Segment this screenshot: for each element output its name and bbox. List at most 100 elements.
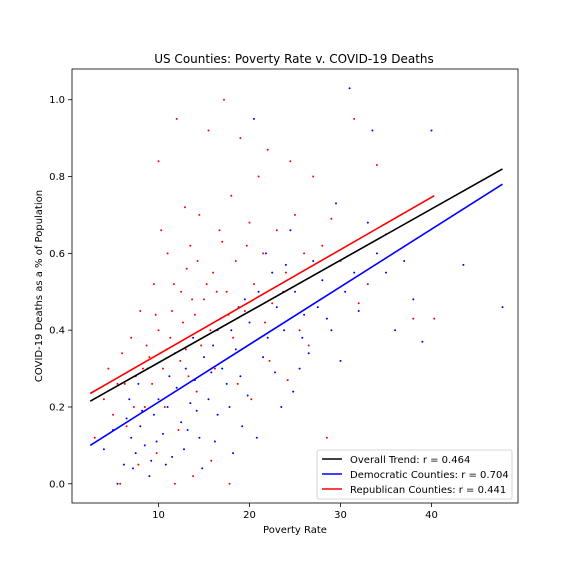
republican-point (152, 283, 155, 286)
republican-point (230, 194, 233, 197)
democratic-point (148, 475, 151, 478)
republican-point (215, 290, 218, 293)
democratic-point (102, 448, 105, 451)
democratic-point (394, 329, 397, 332)
democratic-point (150, 459, 153, 462)
overall-trend-line (89, 168, 503, 402)
republican-point (183, 206, 186, 209)
y-tick-label: 1.0 (49, 95, 65, 106)
democratic-point (210, 371, 213, 374)
republican-point (262, 252, 265, 255)
democratic-point (157, 398, 160, 401)
y-tick-label: 0.6 (49, 249, 65, 260)
democratic-point (412, 298, 415, 301)
republican-point (210, 459, 213, 462)
legend-entry-republican: Republican Counties: r = 0.441 (350, 485, 506, 496)
republican-point (189, 244, 192, 247)
democratic-point (203, 356, 205, 359)
republican-point (151, 382, 154, 385)
democratic-point (262, 356, 265, 359)
democratic-point (195, 409, 198, 412)
republican-point (155, 452, 158, 455)
democratic-point (330, 329, 333, 332)
democratic-point (243, 298, 246, 301)
republican-point (166, 252, 169, 255)
republican-point (139, 310, 142, 312)
republican-point (243, 310, 246, 312)
democratic-point (201, 467, 204, 470)
republican-point (200, 344, 203, 347)
republican-point (213, 367, 216, 370)
democratic-point (137, 382, 140, 385)
republican-point (268, 359, 271, 362)
republican-point (433, 317, 436, 320)
republican-point (107, 367, 110, 370)
democratic-point (284, 263, 287, 266)
republican-point (142, 367, 144, 370)
republican-point (175, 117, 178, 120)
republican-point (257, 175, 260, 178)
democratic-point (221, 367, 224, 370)
republican-point (193, 313, 196, 316)
republican-point (191, 298, 194, 301)
democratic-point (212, 344, 215, 347)
democratic-point (264, 252, 267, 255)
republican-point (196, 260, 199, 262)
legend-entry-overall: Overall Trend: r = 0.464 (350, 455, 470, 466)
democratic-point (271, 271, 274, 274)
republican-point (154, 313, 157, 316)
republican-point (119, 482, 122, 485)
democratic-point (152, 413, 155, 416)
republican-point (198, 213, 201, 216)
axis-ticks: 10 20 30 40 0.0 0.2 0.4 0.6 0.8 1.0 (49, 95, 438, 521)
republican-point (307, 344, 310, 347)
democratic-point (348, 87, 351, 90)
republican-point (187, 375, 190, 378)
republican-point (234, 260, 237, 262)
democratic-point (303, 313, 306, 316)
republican-point (312, 175, 315, 178)
x-tick-label: 10 (152, 510, 165, 521)
republican-point (221, 240, 224, 243)
democratic-point (266, 336, 269, 339)
democratic-point (312, 260, 315, 262)
democratic-point (357, 310, 360, 312)
republican-point (232, 336, 235, 339)
republican-point (330, 217, 333, 220)
democratic-point (130, 436, 133, 439)
republican-point (116, 382, 119, 385)
democratic-point (366, 221, 369, 224)
republican-point (321, 244, 324, 247)
x-axis-label: Poverty Rate (263, 525, 327, 536)
republican-point (357, 302, 360, 305)
republican-point (209, 329, 212, 332)
democratic-point (339, 359, 342, 362)
republican-point (412, 317, 415, 320)
democratic-point (189, 402, 192, 405)
democratic-point (255, 436, 258, 439)
democratic-point (116, 482, 119, 485)
republican-point (303, 252, 306, 255)
democratic-point (192, 336, 195, 339)
democratic-point (232, 452, 235, 455)
democratic-point (143, 444, 146, 447)
democratic-point (403, 260, 406, 262)
democratic-point (257, 290, 260, 293)
democratic-point (321, 279, 324, 282)
democratic-point (248, 321, 251, 324)
republican-point (253, 283, 255, 286)
republican-point (93, 436, 96, 439)
democratic-point (307, 352, 310, 355)
republican-point (353, 117, 356, 120)
democratic-point (216, 413, 219, 416)
democratic-point (301, 336, 304, 339)
republican-point (286, 379, 289, 382)
republican-point (137, 463, 140, 466)
republican-point (366, 283, 369, 286)
republican-point (182, 321, 184, 324)
republican-point (177, 429, 180, 431)
democratic-point (168, 375, 171, 378)
democratic-point (325, 317, 328, 320)
republican-point (132, 406, 135, 408)
